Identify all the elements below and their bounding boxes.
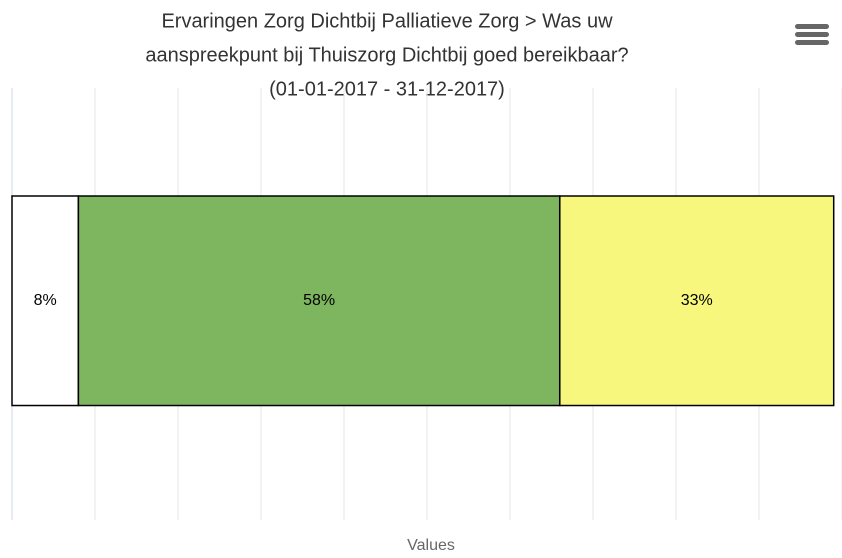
chart-title: Ervaringen Zorg Dichtbij Palliatieve Zor… [161,10,613,32]
menu-button[interactable] [795,24,829,45]
menu-bar[interactable] [795,40,829,45]
bar-segment [77,195,561,407]
data-label: 33% [681,292,713,309]
menu-bar[interactable] [795,32,829,37]
chart-title: aanspreekpunt bij Thuiszorg Dichtbij goe… [145,44,628,66]
chart-title: (01-01-2017 - 31-12-2017) [269,78,505,100]
menu-bar[interactable] [795,24,829,29]
data-label: 8% [34,292,57,309]
x-axis-label: Values [407,537,455,554]
data-label: 58% [303,292,335,309]
bar-segment [559,195,835,407]
